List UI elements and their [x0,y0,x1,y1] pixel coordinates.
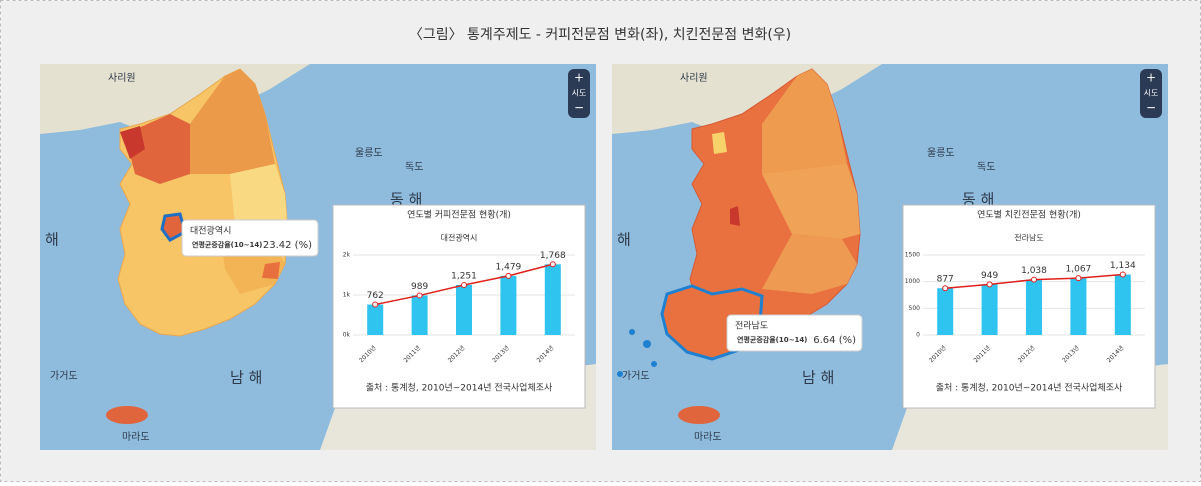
bar [367,304,384,335]
map-label: 마라도 [122,431,150,443]
island [617,371,623,377]
map-label: 사리원 [108,72,136,84]
line-point [416,292,423,299]
map-label: 독도 [405,161,423,173]
map-label: 울릉도 [355,147,383,159]
tooltip [726,314,863,352]
line-point [942,285,949,292]
tooltip-value: 6.64 (%) [813,335,856,346]
page-title: 〈그림〉 통계주제도 - 커피전문점 변화(좌), 치킨전문점 변화(우) [409,27,791,43]
map-label: 가거도 [50,370,78,382]
bar [937,288,954,335]
region [190,69,275,174]
map-label: 남 해 [802,369,834,387]
region [120,126,145,159]
value-label: 1,134 [1110,261,1136,271]
island [651,361,657,367]
jeju [678,406,720,424]
chart-source: 출처 : 통계청, 2010년~2014년 전국사업체조사 [366,382,553,394]
island [629,329,635,335]
value-label: 1,251 [451,271,477,281]
chart-source: 출처 : 통계청, 2010년~2014년 전국사업체조사 [936,382,1123,394]
value-label: 1,768 [540,251,566,261]
y-tick-label: 1500 [905,252,920,259]
region [762,164,860,239]
line-point [461,281,467,288]
map-label: 울릉도 [927,147,955,159]
line-point [986,281,993,288]
value-label: 989 [411,282,428,292]
map-label: 동 해 [390,191,422,209]
tooltip-region: 전라남도 [735,321,768,332]
zoom-out[interactable]: − [1146,101,1156,115]
map-label: 마라도 [694,431,722,443]
bar [500,275,517,335]
value-label: 762 [367,291,384,301]
value-label: 877 [937,275,954,285]
y-tick-label: 1k [343,292,351,299]
line-point [505,272,512,279]
zoom-level: 시도 [1144,89,1159,98]
tooltip-metric: 연평균증감율(10~14) [737,335,807,344]
y-tick-label: 0k [343,332,351,339]
zoom-in[interactable]: + [1146,71,1156,85]
zoom-in[interactable]: + [574,71,584,85]
bar [411,295,428,335]
value-label: 1,067 [1066,265,1092,275]
y-tick-label: 1000 [905,278,920,285]
region [262,262,280,279]
tooltip-region: 대전광역시 [190,225,231,237]
zoom-out[interactable]: − [574,101,584,115]
island [643,340,651,348]
map-label: 해 [617,231,631,249]
value-label: 1,038 [1021,266,1047,276]
bar [1070,278,1087,335]
y-tick-label: 0 [916,332,920,339]
map-label: 독도 [977,161,995,173]
line-point [549,261,556,268]
chart-title: 연도별 치킨전문점 현황(개) [977,209,1081,221]
map-label: 동 해 [962,191,994,209]
value-label: 949 [981,271,998,281]
tooltip [181,219,319,257]
value-label: 1,479 [496,262,522,272]
y-tick-label: 2k [343,252,351,259]
map-label: 남 해 [230,369,262,387]
map-label: 가거도 [622,370,650,382]
region [762,234,857,294]
bar [544,264,561,335]
map-label: 해 [45,231,59,249]
line-point [372,301,379,308]
chart-subtitle: 대전광역시 [441,233,478,243]
tooltip-value: 23.42 (%) [263,240,312,251]
region [730,206,740,226]
line-point [1119,271,1126,278]
zoom-control [568,69,590,118]
tooltip-metric: 연평균증감율(10~14) [192,240,262,249]
line-point [1075,275,1082,282]
region [762,69,847,174]
zoom-level: 시도 [572,89,587,98]
y-tick-label: 500 [909,305,921,312]
zoom-control [1140,69,1162,118]
line-point [1031,276,1037,283]
jeju [106,406,148,424]
map-label: 사리원 [680,72,708,84]
bar [1026,279,1042,335]
highlight-region [160,212,187,242]
map-panel [40,64,596,450]
chart-title: 연도별 커피전문점 현황(개) [407,209,511,221]
bar [456,284,472,335]
region [712,132,727,154]
chart-subtitle: 전라남도 [1014,233,1043,243]
bar [981,284,998,335]
bar [1114,274,1131,335]
region [125,114,190,184]
